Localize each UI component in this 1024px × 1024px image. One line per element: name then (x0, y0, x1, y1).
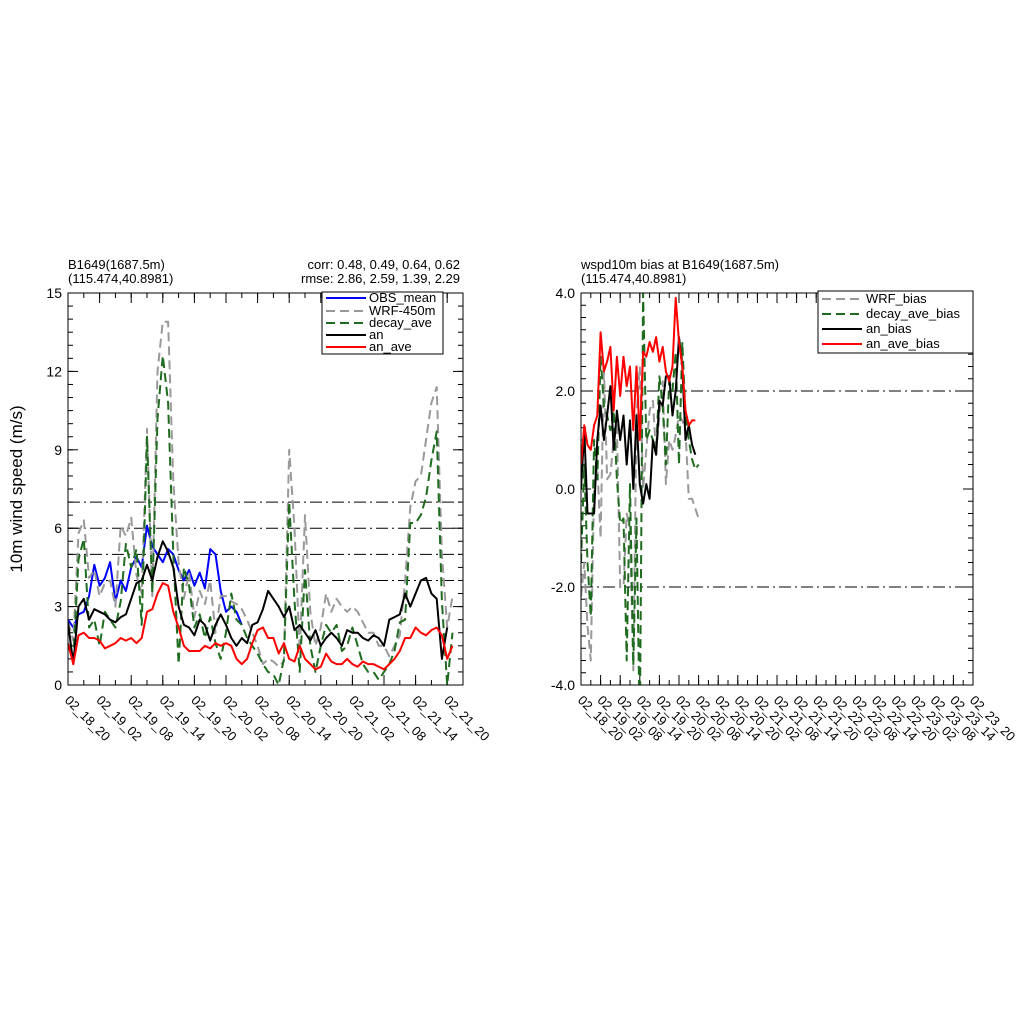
bias-legend: WRF_bias decay_ave_bias an_bias an_ave_b… (817, 290, 974, 354)
speed-legend-text-wrf: WRF-450m (369, 303, 435, 318)
bias-legend-text-decay: decay_ave_bias (866, 306, 960, 321)
bias-series-line-an-bias (581, 336, 697, 515)
bias-legend-text-wrf: WRF_bias (866, 291, 927, 306)
bias-y-tick-label: 0.0 (556, 481, 576, 497)
speed-series-line-an-ave (68, 582, 454, 671)
speed-legend-entry-obs: OBS_mean (326, 290, 436, 305)
speed-series-line-wrf-450m (68, 320, 454, 668)
bias-y-tick-label: -4.0 (551, 677, 575, 693)
speed-legend-text-decay: decay_ave (369, 315, 432, 330)
bias-legend-entry-decay: decay_ave_bias (822, 306, 960, 321)
speed-corr-label: corr: 0.48, 0.49, 0.64, 0.62 (308, 257, 461, 272)
speed-y-tick-label: 6 (54, 520, 62, 536)
speed-title-line-1: B1649(1687.5m) (68, 257, 165, 272)
speed-plot-frame (67, 292, 464, 686)
speed-rmse-label: rmse: 2.86, 2.59, 1.39, 2.29 (301, 271, 460, 286)
speed-y-tick-label: 9 (54, 442, 62, 458)
bias-series-line-an-ave-bias (581, 296, 696, 465)
speed-series-line-decay-ave (68, 354, 454, 685)
speed-title-line-2: (115.474,40.8981) (68, 271, 173, 286)
speed-legend-entry-decay: decay_ave (326, 315, 432, 330)
speed-legend-entry-an: an (326, 327, 383, 342)
speed-legend-entry-an-ave: an_ave (326, 339, 412, 354)
bias-legend-box (817, 290, 974, 354)
bias-title-line-1: wspd10m bias at B1649(1687.5m) (580, 257, 779, 272)
speed-legend-text-an-ave: an_ave (369, 339, 412, 354)
bias-legend-text-an-ave: an_ave_bias (866, 336, 940, 351)
bias-y-tick-label: -2.0 (551, 579, 575, 595)
speed-y-axis-label: 10m wind speed (m/s) (7, 405, 26, 572)
speed-legend-text-obs: OBS_mean (369, 290, 436, 305)
speed-y-tick-label: 3 (54, 599, 62, 615)
bias-y-tick-label: 2.0 (556, 383, 576, 399)
bias-legend-text-an: an_bias (866, 321, 912, 336)
speed-y-tick-label: 12 (46, 363, 62, 379)
bias-legend-entry-an: an_bias (822, 321, 912, 336)
bias-y-tick-label: 4.0 (556, 285, 576, 301)
bias-title-line-2: (115.474,40.8981) (581, 271, 686, 286)
speed-legend-entry-wrf: WRF-450m (326, 303, 435, 318)
speed-y-tick-label: 0 (54, 677, 62, 693)
bias-legend-entry-an-ave: an_ave_bias (822, 336, 940, 351)
speed-y-tick-label: 15 (46, 285, 62, 301)
speed-series-line-an (68, 540, 449, 666)
speed-legend-text-an: an (369, 327, 383, 342)
speed-legend: OBS_mean WRF-450m decay_ave an an_ave (321, 290, 444, 355)
bias-plot-frame (580, 292, 974, 686)
speed-series-line-obs-mean (68, 524, 243, 629)
bias-legend-entry-wrf: WRF_bias (822, 291, 927, 306)
